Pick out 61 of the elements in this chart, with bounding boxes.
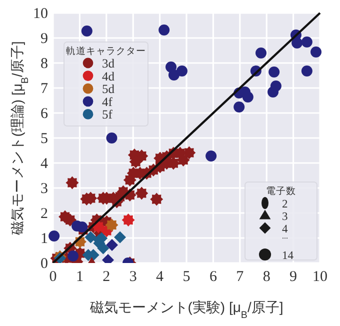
x-tick-label: 8	[262, 269, 270, 285]
legend-label: 5d	[102, 82, 116, 96]
legend-label: 4d	[102, 69, 116, 84]
annotation: 3	[282, 211, 288, 223]
x-tick-label: 5	[182, 269, 190, 285]
point	[168, 70, 180, 80]
y-tick-label: 0	[40, 256, 48, 272]
point	[176, 66, 188, 76]
point	[68, 250, 79, 262]
y-tick-label: 2	[40, 206, 48, 222]
point	[105, 218, 118, 232]
point	[150, 192, 164, 206]
y-tick-label: 7	[40, 81, 48, 97]
point	[106, 132, 118, 144]
point	[158, 24, 170, 36]
point	[135, 186, 148, 200]
point	[122, 214, 135, 226]
point	[310, 46, 322, 58]
y-tick-label: 9	[40, 31, 48, 47]
point	[242, 92, 254, 102]
x-axis-title: 磁気モーメント(実験) [μ$_{B}$/原子]	[88, 299, 284, 320]
point	[255, 48, 266, 58]
x-tick-label: 4	[156, 269, 164, 285]
point	[292, 38, 303, 48]
point	[106, 239, 118, 251]
point	[301, 66, 312, 76]
y-tick-label: 8	[40, 56, 48, 72]
point	[66, 176, 79, 190]
point	[97, 242, 110, 254]
x-tick-label: 6	[209, 269, 218, 285]
legend-title: 軌道キャラクター	[66, 45, 146, 57]
x-tick-label: 3	[129, 269, 137, 285]
annotation: 2	[282, 198, 288, 210]
annotation: 14	[282, 250, 294, 262]
x-tick-label: 10	[312, 269, 328, 285]
x-tick-label: 9	[290, 269, 298, 285]
y-tick-label: 3	[40, 181, 48, 197]
point	[234, 102, 245, 112]
point	[81, 26, 92, 36]
annotation: 電子数	[266, 186, 296, 197]
legend-label: 4f	[102, 94, 114, 109]
point	[206, 150, 217, 162]
x-tick-label: 1	[76, 269, 84, 285]
point	[301, 36, 312, 48]
point	[268, 66, 280, 78]
point	[84, 231, 97, 244]
point	[114, 231, 126, 244]
point	[123, 174, 136, 186]
legend-label: 3d	[102, 56, 116, 70]
x-tick-label: 7	[236, 269, 244, 285]
point	[176, 154, 190, 166]
y-tick-label: 4	[40, 156, 48, 172]
y-tick-label: 1	[40, 231, 48, 247]
point	[64, 214, 77, 226]
x-tick-label: 2	[102, 269, 110, 285]
y-tick-label: 5	[40, 131, 48, 147]
point	[48, 230, 60, 242]
legend-label: 5f	[102, 108, 114, 122]
y-tick-label: 10	[33, 6, 48, 22]
point	[270, 80, 282, 92]
y-tick-label: 6	[40, 106, 48, 122]
